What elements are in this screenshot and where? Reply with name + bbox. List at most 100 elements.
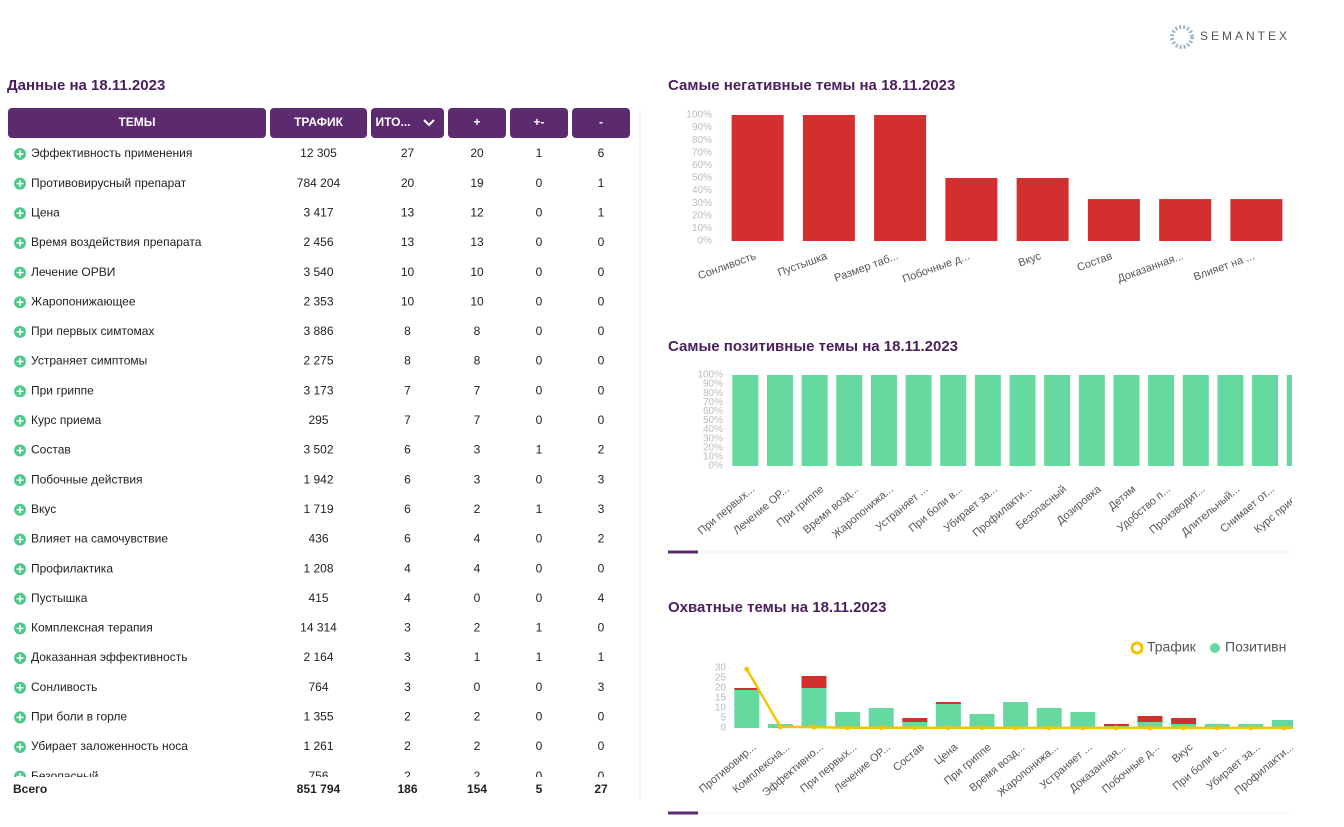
- y-tick-label: 20%: [692, 210, 712, 221]
- chart-title: Охватные темы на 18.11.2023: [668, 599, 886, 616]
- table-cell: 8: [404, 354, 411, 368]
- bar[interactable]: [1182, 375, 1209, 466]
- line-point[interactable]: [1147, 725, 1153, 731]
- bar[interactable]: [802, 115, 855, 241]
- line-point[interactable]: [1248, 725, 1254, 731]
- y-tick-label: 60%: [703, 406, 723, 417]
- legend-label[interactable]: Позитивн: [1225, 639, 1286, 655]
- line-point[interactable]: [845, 725, 851, 731]
- bar[interactable]: [1113, 375, 1140, 466]
- table-cell: 13: [401, 235, 415, 249]
- bar-segment[interactable]: [1306, 722, 1331, 728]
- bar-segment[interactable]: [969, 714, 995, 728]
- column-header[interactable]: [572, 108, 630, 138]
- bar-segment[interactable]: [902, 718, 928, 722]
- bar-segment[interactable]: [734, 688, 760, 690]
- expand-plus: [16, 328, 24, 336]
- bar[interactable]: [1286, 375, 1313, 466]
- bar[interactable]: [836, 375, 863, 466]
- line-point[interactable]: [945, 725, 951, 731]
- bar-segment[interactable]: [835, 712, 861, 728]
- bar[interactable]: [1217, 375, 1244, 466]
- bar-segment[interactable]: [1137, 722, 1163, 728]
- bar[interactable]: [731, 115, 784, 241]
- table-cell: 2: [474, 502, 481, 516]
- bar[interactable]: [945, 178, 998, 241]
- sort-icon[interactable]: [423, 119, 435, 127]
- bar-segment[interactable]: [902, 722, 928, 728]
- bar-segment[interactable]: [935, 704, 961, 728]
- bar[interactable]: [732, 375, 759, 466]
- line-point[interactable]: [811, 724, 817, 730]
- legend-label[interactable]: Трафик: [1147, 639, 1197, 655]
- bar[interactable]: [974, 375, 1001, 466]
- line-point[interactable]: [744, 666, 750, 672]
- total-cell: Всего: [13, 782, 47, 796]
- row-label: Цена: [31, 205, 60, 219]
- bar-segment[interactable]: [801, 676, 827, 688]
- column-header[interactable]: [270, 108, 367, 138]
- line-point[interactable]: [1214, 725, 1220, 731]
- line-point[interactable]: [1316, 725, 1321, 730]
- line-point[interactable]: [878, 725, 884, 731]
- table-cell: 1: [536, 621, 543, 635]
- line-point[interactable]: [1080, 725, 1086, 731]
- table-cell: 19: [470, 176, 484, 190]
- table-cell: 0: [536, 265, 543, 279]
- table-cell: 3 173: [303, 383, 333, 397]
- legend-marker[interactable]: [1210, 643, 1220, 653]
- bar-segment[interactable]: [1103, 724, 1129, 726]
- line-point[interactable]: [912, 725, 918, 731]
- column-header[interactable]: [8, 108, 266, 138]
- bar[interactable]: [940, 375, 967, 466]
- line-point[interactable]: [1281, 725, 1287, 731]
- column-header[interactable]: [510, 108, 568, 138]
- bar-segment[interactable]: [935, 702, 961, 704]
- line-point[interactable]: [1181, 725, 1187, 731]
- table-cell: 1: [598, 650, 605, 664]
- bar-segment[interactable]: [1137, 716, 1163, 722]
- table-cell: 1: [598, 205, 605, 219]
- bar-segment[interactable]: [1003, 702, 1029, 728]
- column-header[interactable]: [371, 108, 444, 138]
- bar[interactable]: [1230, 199, 1283, 241]
- column-header[interactable]: [448, 108, 506, 138]
- bar[interactable]: [1321, 375, 1344, 466]
- bar[interactable]: [870, 375, 897, 466]
- bar[interactable]: [905, 375, 932, 466]
- bar[interactable]: [1009, 375, 1036, 466]
- table-cell: 3 540: [303, 265, 333, 279]
- line-point[interactable]: [1013, 725, 1019, 731]
- y-tick-label: 90%: [703, 379, 723, 390]
- line-point[interactable]: [1113, 725, 1119, 731]
- bar[interactable]: [801, 375, 828, 466]
- legend-marker[interactable]: [1130, 641, 1144, 655]
- line-point[interactable]: [1046, 725, 1052, 731]
- bar-segment[interactable]: [801, 688, 827, 728]
- bar-segment[interactable]: [1171, 718, 1197, 724]
- bar[interactable]: [1044, 375, 1071, 466]
- bar[interactable]: [1087, 199, 1140, 241]
- line-point[interactable]: [979, 725, 985, 731]
- table-cell: 1 208: [303, 561, 333, 575]
- bar[interactable]: [1078, 375, 1105, 466]
- table-cell: 0: [598, 739, 605, 753]
- bar[interactable]: [1148, 375, 1175, 466]
- bar-segment[interactable]: [1271, 720, 1297, 728]
- table-cell: 3 886: [303, 324, 333, 338]
- bar-segment[interactable]: [1070, 712, 1096, 728]
- table-cell: 14 314: [300, 621, 337, 635]
- bar-segment[interactable]: [1036, 708, 1062, 728]
- bar-segment[interactable]: [868, 708, 894, 728]
- bar[interactable]: [1252, 375, 1279, 466]
- line-point[interactable]: [777, 724, 783, 730]
- bar[interactable]: [1016, 178, 1069, 241]
- y-tick-label: 20: [715, 683, 727, 694]
- bar-segment[interactable]: [734, 690, 760, 728]
- bar[interactable]: [874, 115, 927, 241]
- table-cell: 2: [404, 739, 411, 753]
- x-tick-label: Противовир...: [697, 741, 758, 795]
- bar[interactable]: [1159, 199, 1212, 241]
- bar[interactable]: [766, 375, 793, 466]
- table-cell: 764: [308, 680, 328, 694]
